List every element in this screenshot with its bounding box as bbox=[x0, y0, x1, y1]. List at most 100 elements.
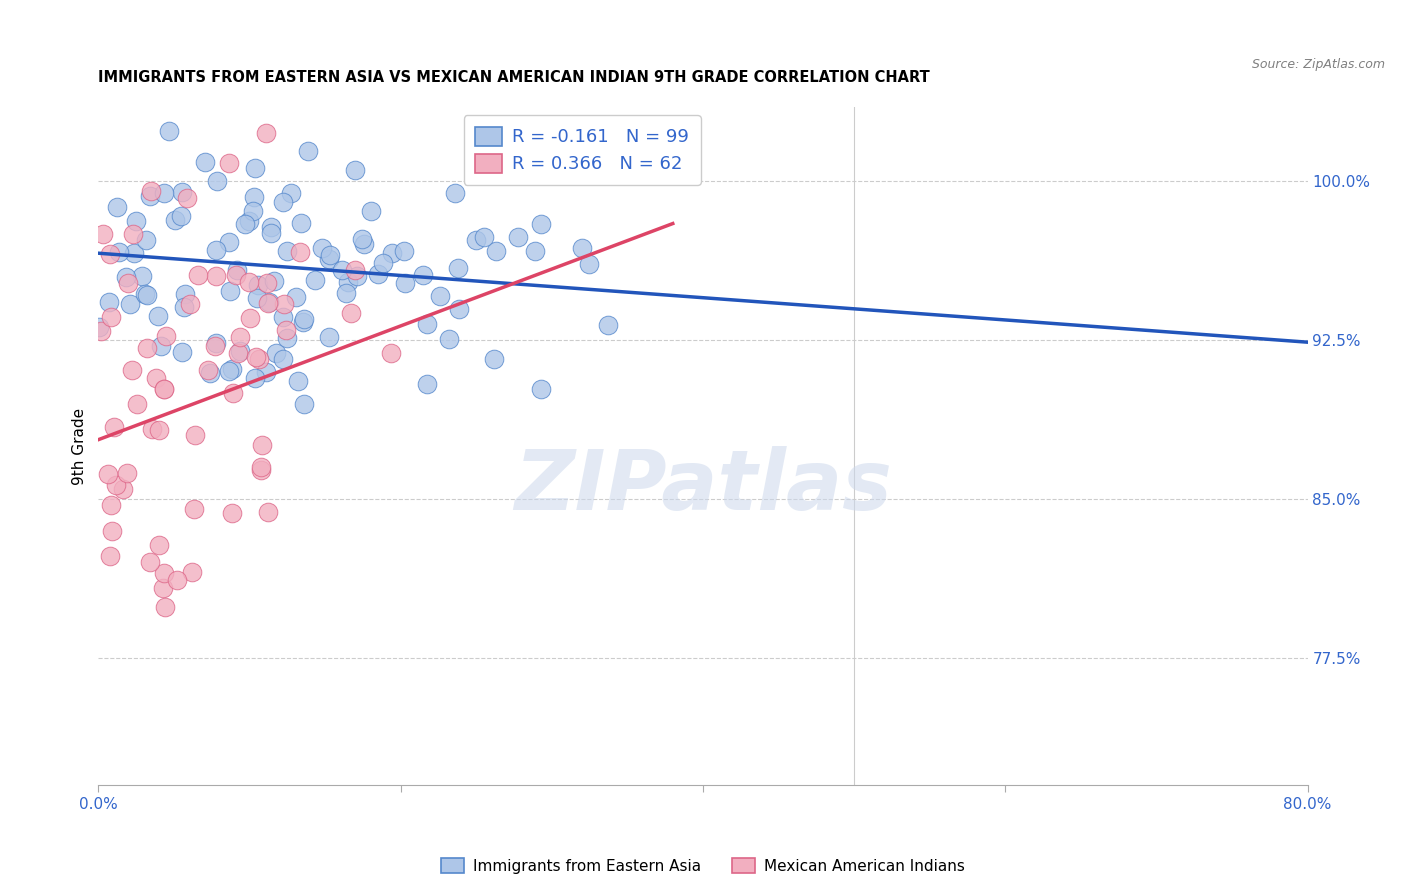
Point bbox=[145, 370, 167, 384]
Point bbox=[287, 374, 309, 388]
Point bbox=[179, 297, 201, 311]
Point bbox=[449, 301, 471, 316]
Point bbox=[148, 538, 170, 552]
Point bbox=[134, 287, 156, 301]
Point bbox=[250, 463, 273, 477]
Point bbox=[472, 230, 495, 244]
Point bbox=[176, 191, 198, 205]
Point bbox=[222, 385, 245, 400]
Point bbox=[165, 212, 187, 227]
Point bbox=[437, 332, 460, 346]
Point bbox=[245, 350, 267, 364]
Point bbox=[239, 310, 262, 325]
Point bbox=[148, 423, 170, 437]
Point bbox=[229, 330, 252, 344]
Text: Source: ZipAtlas.com: Source: ZipAtlas.com bbox=[1251, 58, 1385, 71]
Point bbox=[238, 275, 260, 289]
Point bbox=[100, 499, 122, 513]
Point bbox=[115, 270, 138, 285]
Point bbox=[350, 232, 373, 246]
Point bbox=[444, 186, 467, 200]
Point bbox=[447, 260, 470, 275]
Point bbox=[340, 305, 363, 319]
Point bbox=[530, 217, 553, 231]
Point bbox=[245, 161, 267, 175]
Point bbox=[429, 289, 451, 303]
Point bbox=[105, 200, 128, 214]
Point bbox=[344, 263, 367, 277]
Point bbox=[233, 218, 256, 232]
Point bbox=[157, 124, 180, 138]
Point bbox=[173, 286, 195, 301]
Point bbox=[394, 276, 416, 290]
Point bbox=[200, 366, 222, 380]
Point bbox=[218, 284, 240, 298]
Point bbox=[297, 145, 319, 159]
Point bbox=[105, 477, 128, 491]
Point bbox=[91, 227, 114, 242]
Point bbox=[152, 581, 174, 595]
Point bbox=[153, 383, 176, 397]
Point bbox=[121, 362, 143, 376]
Point bbox=[484, 244, 506, 258]
Point bbox=[108, 244, 131, 259]
Point bbox=[100, 524, 122, 538]
Point bbox=[166, 573, 188, 587]
Point bbox=[288, 245, 311, 260]
Point bbox=[122, 227, 145, 241]
Point bbox=[311, 241, 333, 255]
Point bbox=[103, 420, 125, 434]
Point bbox=[416, 317, 439, 331]
Point bbox=[225, 268, 247, 283]
Point bbox=[280, 186, 302, 201]
Point bbox=[264, 346, 287, 360]
Point bbox=[221, 506, 243, 520]
Point bbox=[87, 320, 110, 334]
Point bbox=[412, 268, 434, 282]
Point bbox=[254, 126, 277, 140]
Point bbox=[284, 290, 307, 304]
Point bbox=[245, 371, 267, 385]
Point bbox=[304, 273, 326, 287]
Point bbox=[205, 243, 228, 257]
Point bbox=[225, 263, 247, 277]
Point bbox=[523, 244, 546, 259]
Point bbox=[197, 363, 219, 377]
Point bbox=[218, 156, 240, 170]
Point bbox=[194, 155, 217, 169]
Point bbox=[229, 344, 252, 359]
Point bbox=[343, 163, 366, 178]
Point bbox=[263, 274, 285, 288]
Point bbox=[180, 566, 202, 580]
Point bbox=[482, 351, 505, 366]
Point bbox=[256, 365, 278, 379]
Point bbox=[256, 505, 278, 519]
Point bbox=[98, 247, 121, 261]
Point bbox=[136, 287, 159, 301]
Point bbox=[97, 467, 120, 482]
Point bbox=[371, 256, 394, 270]
Point bbox=[256, 277, 278, 291]
Point bbox=[170, 209, 193, 223]
Point bbox=[153, 186, 176, 201]
Point bbox=[205, 336, 228, 351]
Point bbox=[246, 278, 269, 293]
Point bbox=[138, 555, 160, 569]
Point bbox=[596, 318, 619, 333]
Point bbox=[416, 376, 439, 391]
Point bbox=[141, 422, 163, 436]
Point bbox=[90, 324, 112, 338]
Point bbox=[172, 345, 194, 359]
Point bbox=[153, 566, 176, 581]
Point bbox=[122, 246, 145, 260]
Point bbox=[246, 291, 269, 305]
Point bbox=[152, 382, 174, 396]
Point bbox=[292, 397, 315, 411]
Y-axis label: 9th Grade: 9th Grade bbox=[72, 408, 87, 484]
Point bbox=[98, 295, 121, 310]
Point bbox=[273, 296, 295, 310]
Point bbox=[506, 230, 529, 244]
Text: ZIPatlas: ZIPatlas bbox=[515, 446, 891, 527]
Point bbox=[117, 276, 139, 290]
Point bbox=[153, 600, 176, 615]
